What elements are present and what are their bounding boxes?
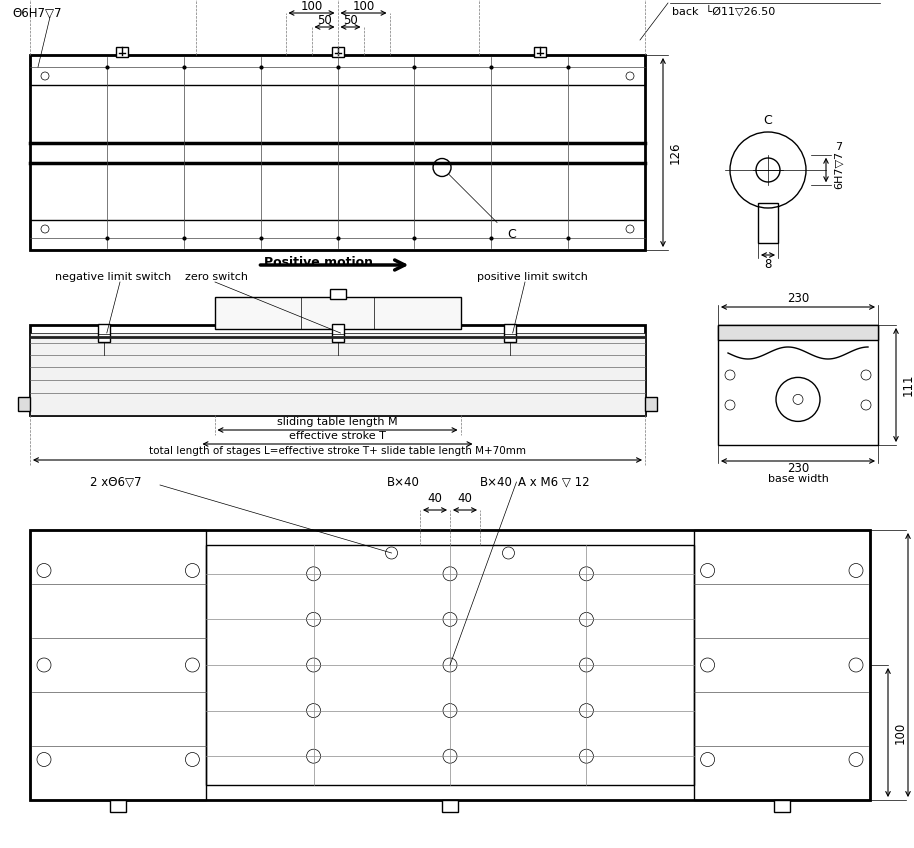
Text: 50: 50 bbox=[343, 14, 358, 26]
Bar bbox=[330, 289, 345, 299]
Text: 8: 8 bbox=[764, 259, 771, 271]
Text: 40: 40 bbox=[458, 492, 473, 505]
Text: B×40: B×40 bbox=[480, 476, 513, 488]
Text: negative limit switch: negative limit switch bbox=[55, 272, 171, 282]
Bar bbox=[18, 397, 30, 411]
Bar bbox=[504, 324, 515, 342]
Text: 50: 50 bbox=[317, 14, 332, 26]
Text: A x M6 ▽ 12: A x M6 ▽ 12 bbox=[518, 476, 590, 488]
Bar bbox=[30, 325, 645, 415]
Text: 100: 100 bbox=[301, 0, 323, 13]
Text: Θ6H7▽7: Θ6H7▽7 bbox=[12, 7, 61, 20]
Text: positive limit switch: positive limit switch bbox=[477, 272, 588, 282]
Bar bbox=[30, 530, 207, 800]
Bar bbox=[30, 530, 870, 800]
Bar bbox=[694, 530, 870, 800]
Bar bbox=[332, 324, 344, 342]
Text: 7: 7 bbox=[835, 142, 843, 152]
Bar bbox=[332, 47, 344, 57]
Text: 230: 230 bbox=[787, 462, 809, 476]
Bar bbox=[30, 220, 645, 250]
Text: 100: 100 bbox=[894, 722, 907, 744]
Text: 2 xΘ6▽7: 2 xΘ6▽7 bbox=[90, 476, 142, 488]
Bar bbox=[645, 397, 657, 411]
Bar bbox=[215, 297, 461, 329]
Text: 126: 126 bbox=[668, 142, 682, 164]
Text: 100: 100 bbox=[353, 0, 375, 13]
Bar bbox=[442, 800, 458, 812]
Text: B×40: B×40 bbox=[388, 476, 420, 488]
Text: base width: base width bbox=[768, 474, 828, 484]
Bar bbox=[718, 325, 878, 445]
Bar bbox=[718, 325, 878, 340]
Bar bbox=[758, 203, 778, 243]
Text: 230: 230 bbox=[787, 293, 809, 305]
Text: effective stroke T: effective stroke T bbox=[289, 431, 386, 441]
Text: total length of stages L=effective stroke T+ slide table length M+70mm: total length of stages L=effective strok… bbox=[149, 446, 526, 456]
Text: 40: 40 bbox=[428, 492, 442, 505]
Text: C: C bbox=[507, 227, 515, 241]
Text: C: C bbox=[763, 114, 772, 126]
Bar bbox=[207, 545, 694, 785]
Bar bbox=[30, 333, 645, 415]
Bar bbox=[98, 324, 110, 342]
Bar bbox=[774, 800, 790, 812]
Bar bbox=[30, 55, 645, 250]
Text: 6H7▽7: 6H7▽7 bbox=[834, 151, 844, 189]
Bar bbox=[111, 800, 126, 812]
Bar bbox=[30, 55, 645, 85]
Bar bbox=[116, 47, 128, 57]
Text: 111: 111 bbox=[901, 374, 914, 396]
Bar bbox=[535, 47, 547, 57]
Text: Positive motion: Positive motion bbox=[264, 256, 373, 270]
Text: back  └Ø11▽26.50: back └Ø11▽26.50 bbox=[672, 5, 775, 17]
Text: sliding table length M: sliding table length M bbox=[277, 417, 398, 427]
Text: zero switch: zero switch bbox=[185, 272, 248, 282]
